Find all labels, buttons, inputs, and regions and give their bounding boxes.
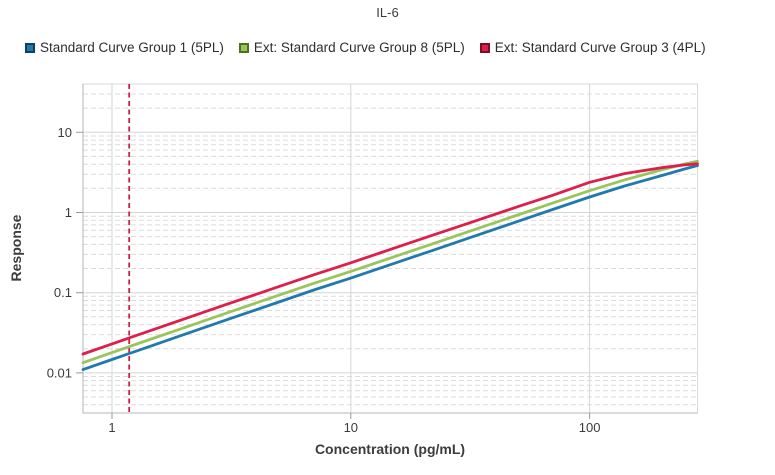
- y-tick-label: 1: [65, 205, 72, 220]
- legend-label: Ext: Standard Curve Group 3 (4PL): [494, 40, 706, 55]
- minor-gridlines: [83, 93, 698, 406]
- chart-title: IL-6: [376, 5, 399, 20]
- legend-swatch-icon: [479, 42, 490, 53]
- y-ticks: 0.01 0.1 1 10: [47, 125, 83, 380]
- curve-series-1: [81, 159, 699, 365]
- y-tick-label: 0.1: [54, 285, 72, 300]
- legend-swatch-icon: [238, 42, 249, 53]
- x-axis-title: Concentration (pg/mL): [314, 441, 466, 457]
- curve-series-2: [81, 162, 699, 356]
- x-tick-label: 10: [344, 420, 358, 435]
- x-ticks: 1 10 100: [108, 413, 600, 435]
- legend-label: Ext: Standard Curve Group 8 (5PL): [253, 40, 465, 55]
- legend: Standard Curve Group 1 (5PL) Ext: Standar…: [25, 40, 706, 55]
- legend-swatch-icon: [25, 42, 35, 53]
- y-axis-title: Response: [8, 214, 24, 282]
- legend-item-1[interactable]: Ext: Standard Curve Group 8 (5PL): [238, 40, 465, 55]
- y-tick-label: 10: [58, 125, 72, 140]
- legend-item-0[interactable]: Standard Curve Group 1 (5PL): [25, 40, 224, 55]
- x-tick-label: 100: [579, 420, 601, 435]
- curve-series-0: [81, 164, 699, 371]
- legend-label: Standard Curve Group 1 (5PL): [40, 40, 224, 55]
- legend-item-2[interactable]: Ext: Standard Curve Group 3 (4PL): [479, 40, 706, 55]
- y-tick-label: 0.01: [47, 365, 72, 380]
- x-tick-label: 1: [108, 420, 115, 435]
